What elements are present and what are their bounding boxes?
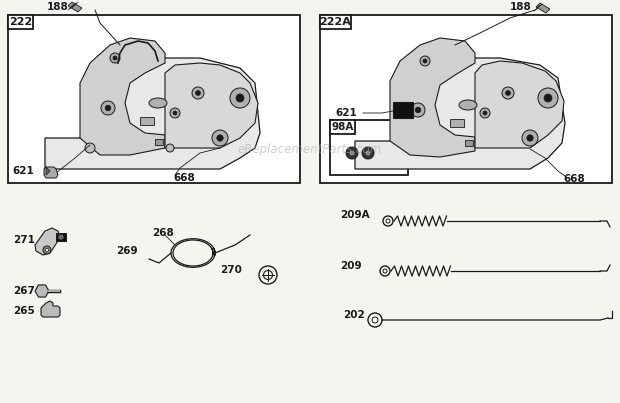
Bar xyxy=(320,15,612,183)
Circle shape xyxy=(366,150,371,156)
Text: 268: 268 xyxy=(152,228,174,238)
Polygon shape xyxy=(390,38,475,157)
Ellipse shape xyxy=(459,100,477,110)
Text: 209A: 209A xyxy=(340,210,370,220)
Text: 271: 271 xyxy=(13,235,35,245)
Text: 222: 222 xyxy=(9,17,32,27)
Polygon shape xyxy=(44,167,58,178)
Circle shape xyxy=(420,56,430,66)
Polygon shape xyxy=(68,2,82,12)
Text: 98A: 98A xyxy=(331,122,353,132)
Text: eReplacementParts.com: eReplacementParts.com xyxy=(238,143,382,156)
Text: 269: 269 xyxy=(116,246,138,256)
Bar xyxy=(450,119,464,127)
Text: 188: 188 xyxy=(47,2,69,12)
Ellipse shape xyxy=(149,98,167,108)
Text: 202: 202 xyxy=(343,310,365,320)
Text: 188: 188 xyxy=(510,2,532,12)
Circle shape xyxy=(346,147,358,159)
Polygon shape xyxy=(41,301,60,317)
Polygon shape xyxy=(45,58,260,169)
Circle shape xyxy=(236,94,244,102)
Circle shape xyxy=(101,101,115,115)
Circle shape xyxy=(350,150,355,156)
Circle shape xyxy=(212,130,228,146)
Text: 209: 209 xyxy=(340,261,361,271)
Bar xyxy=(465,140,473,146)
Text: 267: 267 xyxy=(13,286,35,296)
Bar xyxy=(393,102,413,118)
Text: 222A: 222A xyxy=(319,17,352,27)
Circle shape xyxy=(483,111,487,115)
Circle shape xyxy=(423,59,427,63)
Text: 668: 668 xyxy=(173,173,195,183)
Bar xyxy=(330,120,408,175)
Text: 621: 621 xyxy=(12,166,33,176)
Circle shape xyxy=(173,111,177,115)
Circle shape xyxy=(217,135,223,141)
Circle shape xyxy=(105,105,111,111)
Text: 265: 265 xyxy=(13,306,35,316)
Polygon shape xyxy=(355,58,565,169)
Bar xyxy=(8,15,300,183)
Circle shape xyxy=(544,94,552,102)
Circle shape xyxy=(522,130,538,146)
Circle shape xyxy=(230,88,250,108)
Circle shape xyxy=(110,53,120,63)
Text: 270: 270 xyxy=(220,265,242,275)
Circle shape xyxy=(411,103,425,117)
Text: 621: 621 xyxy=(335,108,356,118)
Circle shape xyxy=(538,88,558,108)
Circle shape xyxy=(502,87,514,99)
Circle shape xyxy=(480,108,490,118)
Bar xyxy=(320,15,351,29)
Circle shape xyxy=(195,91,200,96)
Circle shape xyxy=(192,87,204,99)
Polygon shape xyxy=(35,228,60,255)
Polygon shape xyxy=(35,285,49,297)
Circle shape xyxy=(85,143,95,153)
Circle shape xyxy=(527,135,533,141)
Circle shape xyxy=(113,56,117,60)
Circle shape xyxy=(45,249,48,251)
Circle shape xyxy=(362,147,374,159)
Bar xyxy=(56,233,66,241)
Bar xyxy=(330,120,355,134)
Polygon shape xyxy=(475,61,564,148)
Text: 668: 668 xyxy=(563,174,585,184)
Polygon shape xyxy=(46,167,50,175)
Polygon shape xyxy=(80,38,165,155)
Bar xyxy=(8,15,33,29)
Circle shape xyxy=(43,246,51,254)
Circle shape xyxy=(170,108,180,118)
Polygon shape xyxy=(536,3,550,13)
Circle shape xyxy=(166,144,174,152)
Bar xyxy=(155,139,163,145)
Circle shape xyxy=(58,234,64,240)
Polygon shape xyxy=(165,63,258,148)
Circle shape xyxy=(505,91,510,96)
Circle shape xyxy=(415,107,421,113)
Bar xyxy=(140,117,154,125)
